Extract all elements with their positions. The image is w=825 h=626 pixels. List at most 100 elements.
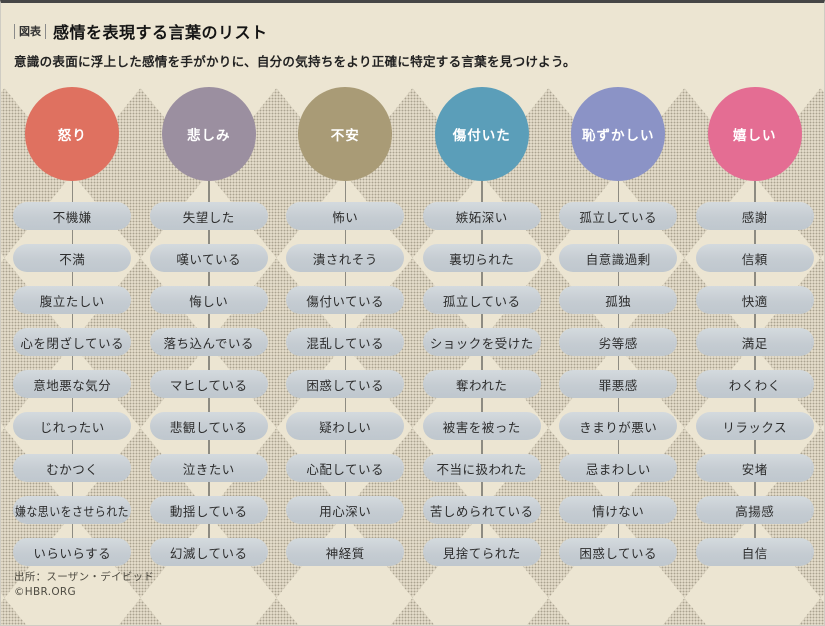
emotion-word-pill: 孤独 xyxy=(559,286,678,314)
emotion-word-label: 奪われた xyxy=(456,377,508,393)
emotion-word-label: 満足 xyxy=(741,335,768,351)
emotion-word-label: 泣きたい xyxy=(182,461,235,477)
emotion-word-label: 混乱している xyxy=(306,335,385,351)
pill-connector-line xyxy=(71,272,73,286)
circle-connector-line xyxy=(481,181,483,202)
pill-connector-line xyxy=(208,356,210,370)
emotion-word-label: 潰されそう xyxy=(312,251,378,267)
emotion-word-pill: 腹立たしい xyxy=(13,286,132,314)
emotion-word-pill: 不満 xyxy=(13,244,132,272)
emotion-word-pill: 自意識過剰 xyxy=(559,244,678,272)
emotion-circle: 恥ずかしい xyxy=(571,87,666,181)
pill-connector-line xyxy=(344,314,346,328)
emotion-word-label: 自意識過剰 xyxy=(585,251,651,267)
pattern-diamond xyxy=(616,598,753,625)
emotion-word-pill: 孤立している xyxy=(559,202,678,230)
pattern-diamond xyxy=(752,598,824,625)
pill-connector-line xyxy=(481,230,483,244)
emotion-column: 悲しみ 失望した 嘆いている 悔しい 落ち込んでいる マヒしている 悲観している 泣きたい 動揺… xyxy=(141,87,278,566)
emotion-word-label: 孤立している xyxy=(579,209,658,225)
emotion-word-pill: じれったい xyxy=(13,412,132,440)
pill-connector-line xyxy=(481,440,483,454)
emotion-word-pill: 被害を被った xyxy=(422,412,541,440)
emotion-word-pill: 苦しめられている xyxy=(422,496,541,524)
emotion-word-label: 神経質 xyxy=(325,545,365,561)
emotion-circle: 悲しみ xyxy=(161,87,256,181)
emotion-word-pill: 疑わしい xyxy=(286,412,405,440)
pill-connector-line xyxy=(754,398,756,412)
credit-text: ©HBR.ORG xyxy=(14,585,76,598)
pill-connector-line xyxy=(754,314,756,328)
pattern-diamond xyxy=(344,598,481,625)
emotion-word-label: 嫉妬深い xyxy=(455,209,508,225)
pill-connector-line xyxy=(754,272,756,286)
pill-connector-line xyxy=(71,398,73,412)
emotion-column: 恥ずかしい孤立している 自意識過剰孤独劣等感罪悪感きまりが悪い忌まわしい情けない困… xyxy=(550,87,687,566)
emotion-word-label: 心を閉ざしている xyxy=(20,335,125,351)
emotion-word-label: 不当に扱われた xyxy=(436,461,527,477)
emotion-word-pill: 罪悪感 xyxy=(559,370,678,398)
pill-connector-line xyxy=(208,440,210,454)
pill-connector-line xyxy=(344,482,346,496)
pill-connector-line xyxy=(617,314,619,328)
emotion-word-pill: 悔しい xyxy=(149,286,268,314)
pill-connector-line xyxy=(71,356,73,370)
emotion-word-pill: 動揺している xyxy=(149,496,268,524)
emotion-word-pill: 心を閉ざしている xyxy=(13,328,132,356)
figure-tag: 図表 xyxy=(14,23,46,39)
pill-connector-line xyxy=(754,230,756,244)
emotion-word-label: 高揚感 xyxy=(735,503,775,519)
pill-connector-line xyxy=(71,440,73,454)
emotion-word-pill: 幻滅している xyxy=(149,538,268,566)
emotion-word-pill: 感謝 xyxy=(695,202,814,230)
emotion-word-label: 幻滅している xyxy=(169,545,248,561)
figure-header: 図表 感情を表現する言葉のリスト 意識の表面に浮上した感情を手がかりに、自分の気… xyxy=(14,19,576,70)
emotion-column: 傷付いた 嫉妬深い 裏切られた 孤立している ショックを受けた 奪われた 被害を被った 不当に… xyxy=(414,87,551,566)
emotion-word-label: 感謝 xyxy=(741,209,768,225)
pill-connector-line xyxy=(344,440,346,454)
figure-footer: 出所：スーザン・デイビッド ©HBR.ORG xyxy=(14,570,154,599)
pill-connector-line xyxy=(617,230,619,244)
emotion-word-label: わくわく xyxy=(728,377,781,393)
emotion-word-pill: 安堵 xyxy=(695,454,814,482)
pill-connector-line xyxy=(208,272,210,286)
circle-connector-line xyxy=(344,181,346,202)
emotion-word-pill: 高揚感 xyxy=(695,496,814,524)
emotion-word-pill: 情けない xyxy=(559,496,678,524)
source-text: 出所：スーザン・デイビッド xyxy=(14,571,155,583)
emotion-word-pill: 劣等感 xyxy=(559,328,678,356)
emotion-word-label: いらいらする xyxy=(33,545,112,561)
pill-connector-line xyxy=(617,356,619,370)
pill-connector-line xyxy=(617,272,619,286)
emotion-word-label: 自信 xyxy=(741,545,768,561)
emotion-word-label: 裏切られた xyxy=(449,251,515,267)
pill-connector-line xyxy=(481,272,483,286)
pill-connector-line xyxy=(208,230,210,244)
emotion-word-pill: 困惑している xyxy=(286,370,405,398)
emotion-word-pill: 忌まわしい xyxy=(559,454,678,482)
emotion-word-pill: きまりが悪い xyxy=(559,412,678,440)
circle-connector-line xyxy=(71,181,73,202)
emotion-word-label: ショックを受けた xyxy=(429,335,534,351)
emotion-word-label: きまりが悪い xyxy=(579,419,658,435)
emotion-word-label: 見捨てられた xyxy=(442,545,521,561)
emotion-word-pill: 困惑している xyxy=(559,538,678,566)
pill-connector-line xyxy=(481,356,483,370)
pill-connector-line xyxy=(617,440,619,454)
emotion-column: 嬉しい 感謝 信頼 快適 満足 わくわく リラックス 安堵 高揚感 自信 xyxy=(687,87,824,566)
emotion-circle: 嬉しい xyxy=(707,87,802,181)
emotion-word-pill: 傷付いている xyxy=(286,286,405,314)
circle-connector-line xyxy=(208,181,210,202)
emotion-columns: 怒り 不機嫌 不満 腹立たしい 心を閉ざしている 意地悪な気分 じれったい むかつく 嫌な思いを… xyxy=(4,87,823,566)
figure-title: 感情を表現する言葉のリスト xyxy=(53,23,268,42)
emotion-word-label: 心配している xyxy=(306,461,385,477)
pill-connector-line xyxy=(481,482,483,496)
emotion-word-label: 悔しい xyxy=(189,293,229,309)
pill-connector-line xyxy=(344,356,346,370)
pill-connector-line xyxy=(754,524,756,538)
pill-connector-line xyxy=(344,398,346,412)
emotion-word-pill: リラックス xyxy=(695,412,814,440)
emotion-word-pill: 嘆いている xyxy=(149,244,268,272)
emotion-word-pill: 落ち込んでいる xyxy=(149,328,268,356)
